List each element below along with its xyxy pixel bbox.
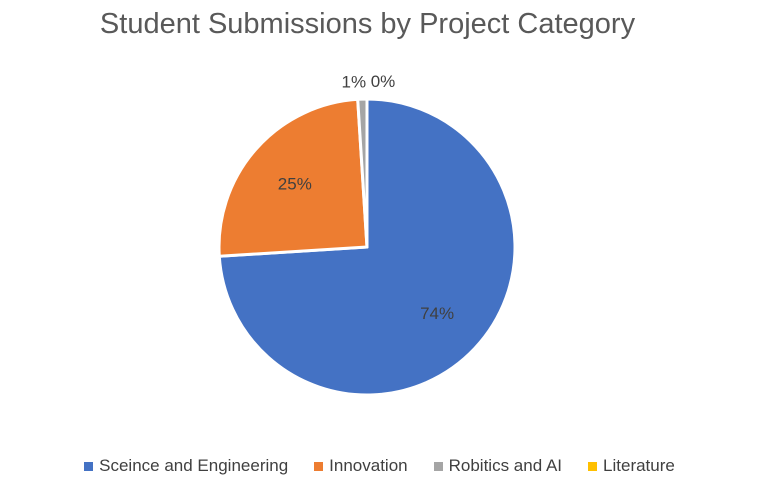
- legend-label-literature: Literature: [603, 456, 675, 475]
- pie-slice-innovation: [217, 97, 369, 258]
- legend-label-robotics: Robitics and AI: [448, 456, 563, 475]
- legend-item-science: Sceince and Engineering: [84, 456, 288, 476]
- legend-swatch-science: [84, 461, 94, 471]
- legend-swatch-robotics: [433, 461, 443, 471]
- chart-title: Student Submissions by Project Category: [99, 8, 636, 40]
- legend-label-science: Sceince and Engineering: [99, 456, 289, 475]
- data-label-science: 74%: [420, 304, 454, 323]
- data-label-literature: 0%: [371, 72, 396, 91]
- data-label-robotics: 1%: [342, 72, 367, 91]
- legend-label-innovation: Innovation: [329, 456, 408, 475]
- legend-swatch-innovation: [314, 461, 324, 471]
- legend: Sceince and Engineering Innovation Robit…: [0, 456, 759, 476]
- legend-item-robotics: Robitics and AI: [433, 456, 563, 476]
- legend-swatch-literature: [588, 461, 598, 471]
- legend-item-literature: Literature: [588, 456, 675, 476]
- data-label-innovation: 25%: [278, 174, 312, 193]
- legend-item-innovation: Innovation: [314, 456, 408, 476]
